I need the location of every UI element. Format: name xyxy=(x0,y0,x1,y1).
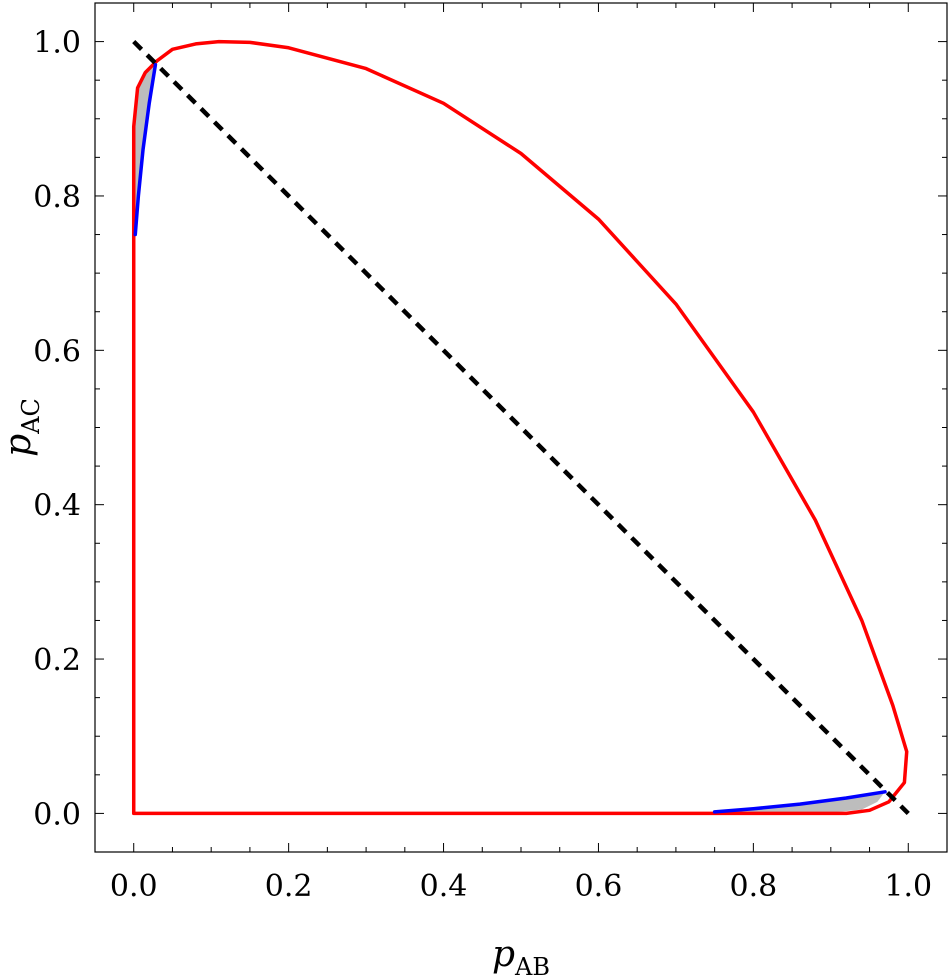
plot-frame xyxy=(94,2,948,853)
ticks xyxy=(95,3,947,852)
blue-lower-line xyxy=(712,790,887,814)
x-axis-label: pAB xyxy=(492,934,550,979)
y-tick-label: 0.4 xyxy=(33,489,81,524)
shaded-region-2 xyxy=(714,791,886,814)
y-tick-label: 0.2 xyxy=(33,643,81,678)
red-boundary-line xyxy=(131,39,909,816)
x-tick-label: 0.0 xyxy=(110,869,158,904)
x-tick-label: 0.8 xyxy=(730,869,778,904)
shaded-regions xyxy=(133,64,886,814)
blue-upper-line xyxy=(133,62,158,237)
y-tick-label: 0.0 xyxy=(33,797,81,832)
x-tick-label: 0.6 xyxy=(575,869,623,904)
shaded-region-1 xyxy=(133,64,156,235)
series-lines xyxy=(131,39,910,816)
y-tick-label: 0.8 xyxy=(33,180,81,215)
black-dashed-line xyxy=(132,39,910,816)
y-tick-label: 1.0 xyxy=(33,26,81,61)
y-axis-label: pAC xyxy=(0,398,45,457)
x-tick-label: 1.0 xyxy=(884,869,932,904)
x-tick-label: 0.4 xyxy=(420,869,468,904)
x-tick-label: 0.2 xyxy=(265,869,313,904)
tick-labels: 0.0 0.2 0.4 0.6 0.8 1.0 0.0 0.2 0.4 0.6 0.8 1.0 xyxy=(33,26,932,904)
y-tick-label: 0.6 xyxy=(33,334,81,369)
